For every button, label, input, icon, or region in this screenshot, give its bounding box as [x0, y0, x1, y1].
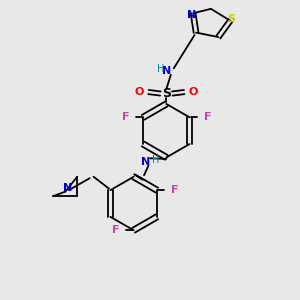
Text: N: N: [187, 10, 196, 20]
Text: S: S: [228, 14, 236, 24]
Text: H: H: [157, 64, 165, 74]
Text: F: F: [122, 112, 129, 122]
Text: F: F: [204, 112, 211, 122]
Text: N: N: [141, 157, 150, 167]
Text: F: F: [171, 185, 178, 195]
Text: N: N: [162, 66, 172, 76]
Text: S: S: [162, 87, 171, 100]
Text: O: O: [135, 87, 144, 97]
Text: F: F: [112, 225, 120, 235]
Text: O: O: [188, 87, 198, 97]
Text: H: H: [152, 155, 160, 165]
Text: N: N: [63, 183, 72, 193]
